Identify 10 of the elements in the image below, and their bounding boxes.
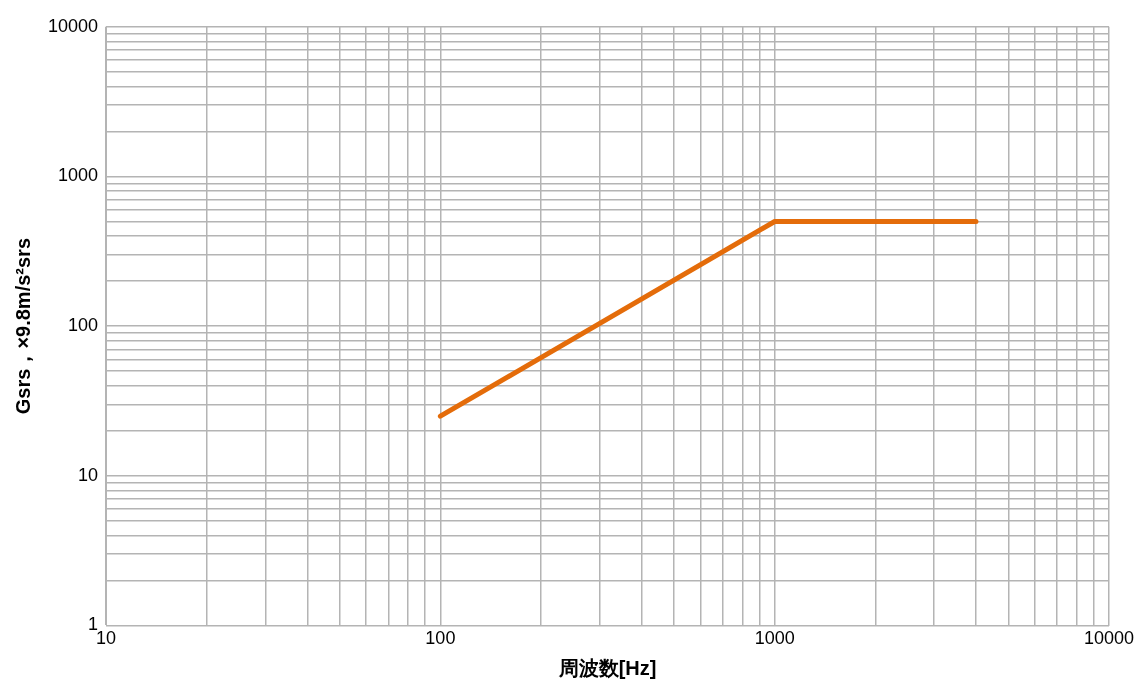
- x-tick-label: 10: [96, 628, 117, 649]
- y-tick-label: 10000: [47, 15, 99, 36]
- x-tick-label: 1000: [754, 628, 795, 649]
- y-tick-label: 100: [68, 315, 99, 336]
- y-tick-label: 10: [78, 464, 99, 485]
- x-axis-title: 周波数[Hz]: [557, 656, 657, 679]
- y-tick-label: 1000: [58, 165, 99, 186]
- x-tick-label: 10000: [1083, 628, 1135, 649]
- x-tick-label: 100: [425, 628, 456, 649]
- y-axis-title: Gsrs，×9.8m/s²srs: [11, 237, 34, 415]
